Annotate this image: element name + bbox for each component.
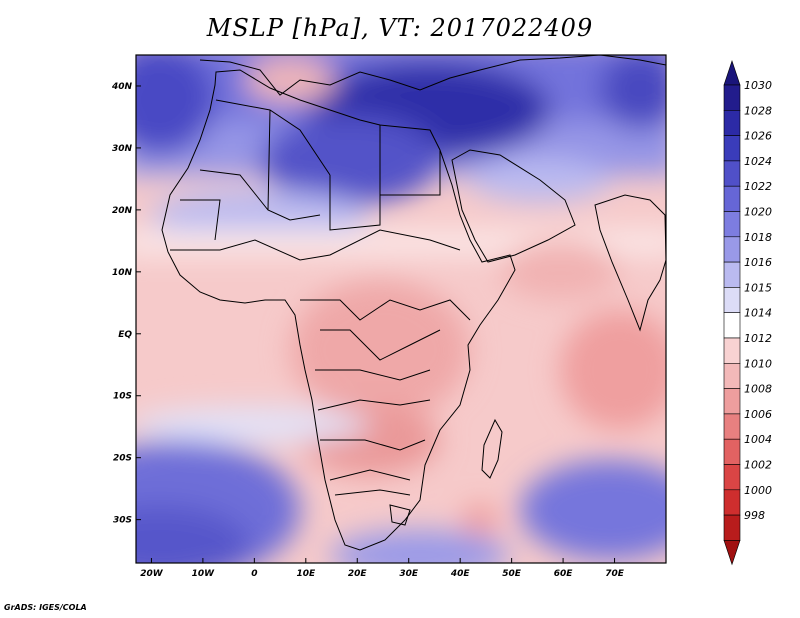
colorbar: 1030 1028 1026 1024 1022 1020 1018 1016 1015 1014… [723,60,772,566]
colorbar-swatch [723,464,741,491]
madagascar-outline [481,418,503,479]
colorbar-swatch [723,160,741,187]
colorbar-swatch [723,261,741,288]
lat-tick-label: 10S [113,392,132,402]
colorbar-label: 1028 [744,104,772,117]
colorbar-swatch [723,489,741,516]
lon-tick-label: 70E [605,569,625,579]
inner-borders-central [300,299,471,481]
colorbar-label: 1018 [744,231,772,244]
lon-tick-label: 50E [502,569,522,579]
lon-tick-label: 60E [554,569,574,579]
lat-tick-label: 20N [112,206,133,216]
arabia-outline [451,149,576,263]
colorbar-label: 1015 [744,281,772,294]
colorbar-label: 1008 [744,383,772,396]
coastlines [161,55,666,551]
lat-tick-label: 20S [113,454,132,464]
africa-coastline [161,69,516,551]
lat-tick-label: EQ [118,330,132,340]
colorbar-label: 1030 [744,79,772,92]
colorbar-swatch [723,438,741,465]
inner-borders-south [334,489,411,526]
lon-tick-label: 20W [140,569,164,579]
colorbar-swatch [723,388,741,415]
colorbar-label: 1012 [744,332,772,345]
colorbar-swatch [723,362,741,389]
colorbar-label: 1014 [744,307,772,320]
colorbar-swatch [723,337,741,364]
colorbar-swatch [723,413,741,440]
colorbar-label: 1022 [744,180,772,193]
colorbar-label: 1000 [744,484,772,497]
colorbar-label: 998 [744,509,765,522]
lon-tick-label: 30E [399,569,419,579]
colorbar-label: 1020 [744,206,772,219]
inner-borders-north [170,99,461,261]
lat-tick-label: 30S [113,516,132,526]
lon-tick-label: 10W [192,569,216,579]
colorbar-min-arrow [723,540,741,566]
lon-tick-label: 10E [296,569,316,579]
colorbar-label: 1016 [744,256,772,269]
colorbar-label: 1006 [744,408,772,421]
lat-tick-label: 30N [112,144,133,154]
lon-tick-label: 0 [251,569,257,579]
credit-text: GrADS: IGES/COLA [4,603,87,612]
colorbar-swatch [723,84,741,111]
colorbar-label: 1010 [744,357,772,370]
lat-tick-label: 10N [112,268,133,278]
pressure-field [136,55,666,563]
lat-tick-label: 40N [111,82,133,92]
colorbar-swatch [723,287,741,313]
colorbar-swatch [723,236,741,263]
colorbar-label: 1024 [744,155,772,168]
colorbar-label: 1002 [744,459,772,472]
europe-coast [199,55,666,96]
lon-tick-label: 40E [450,569,471,579]
lon-tick-label: 20E [348,569,368,579]
colorbar-swatch [723,514,741,541]
colorbar-max-arrow [723,60,741,86]
map-frame [135,54,667,564]
colorbar-swatch [723,135,741,162]
colorbar-swatch [723,185,741,212]
colorbar-label: 1004 [744,433,772,446]
colorbar-swatch [723,211,741,238]
chart-title: MSLP [hPa], VT: 2017022409 [206,14,594,42]
colorbar-swatch [723,312,741,339]
india-outline [594,194,666,332]
axis-ticks: 20W 10W 0 10E 20E 30E 40E 50E 60E 70E 40N 30N 20N 10N… [111,82,625,579]
colorbar-swatch [723,110,741,136]
colorbar-label: 1026 [744,130,772,143]
